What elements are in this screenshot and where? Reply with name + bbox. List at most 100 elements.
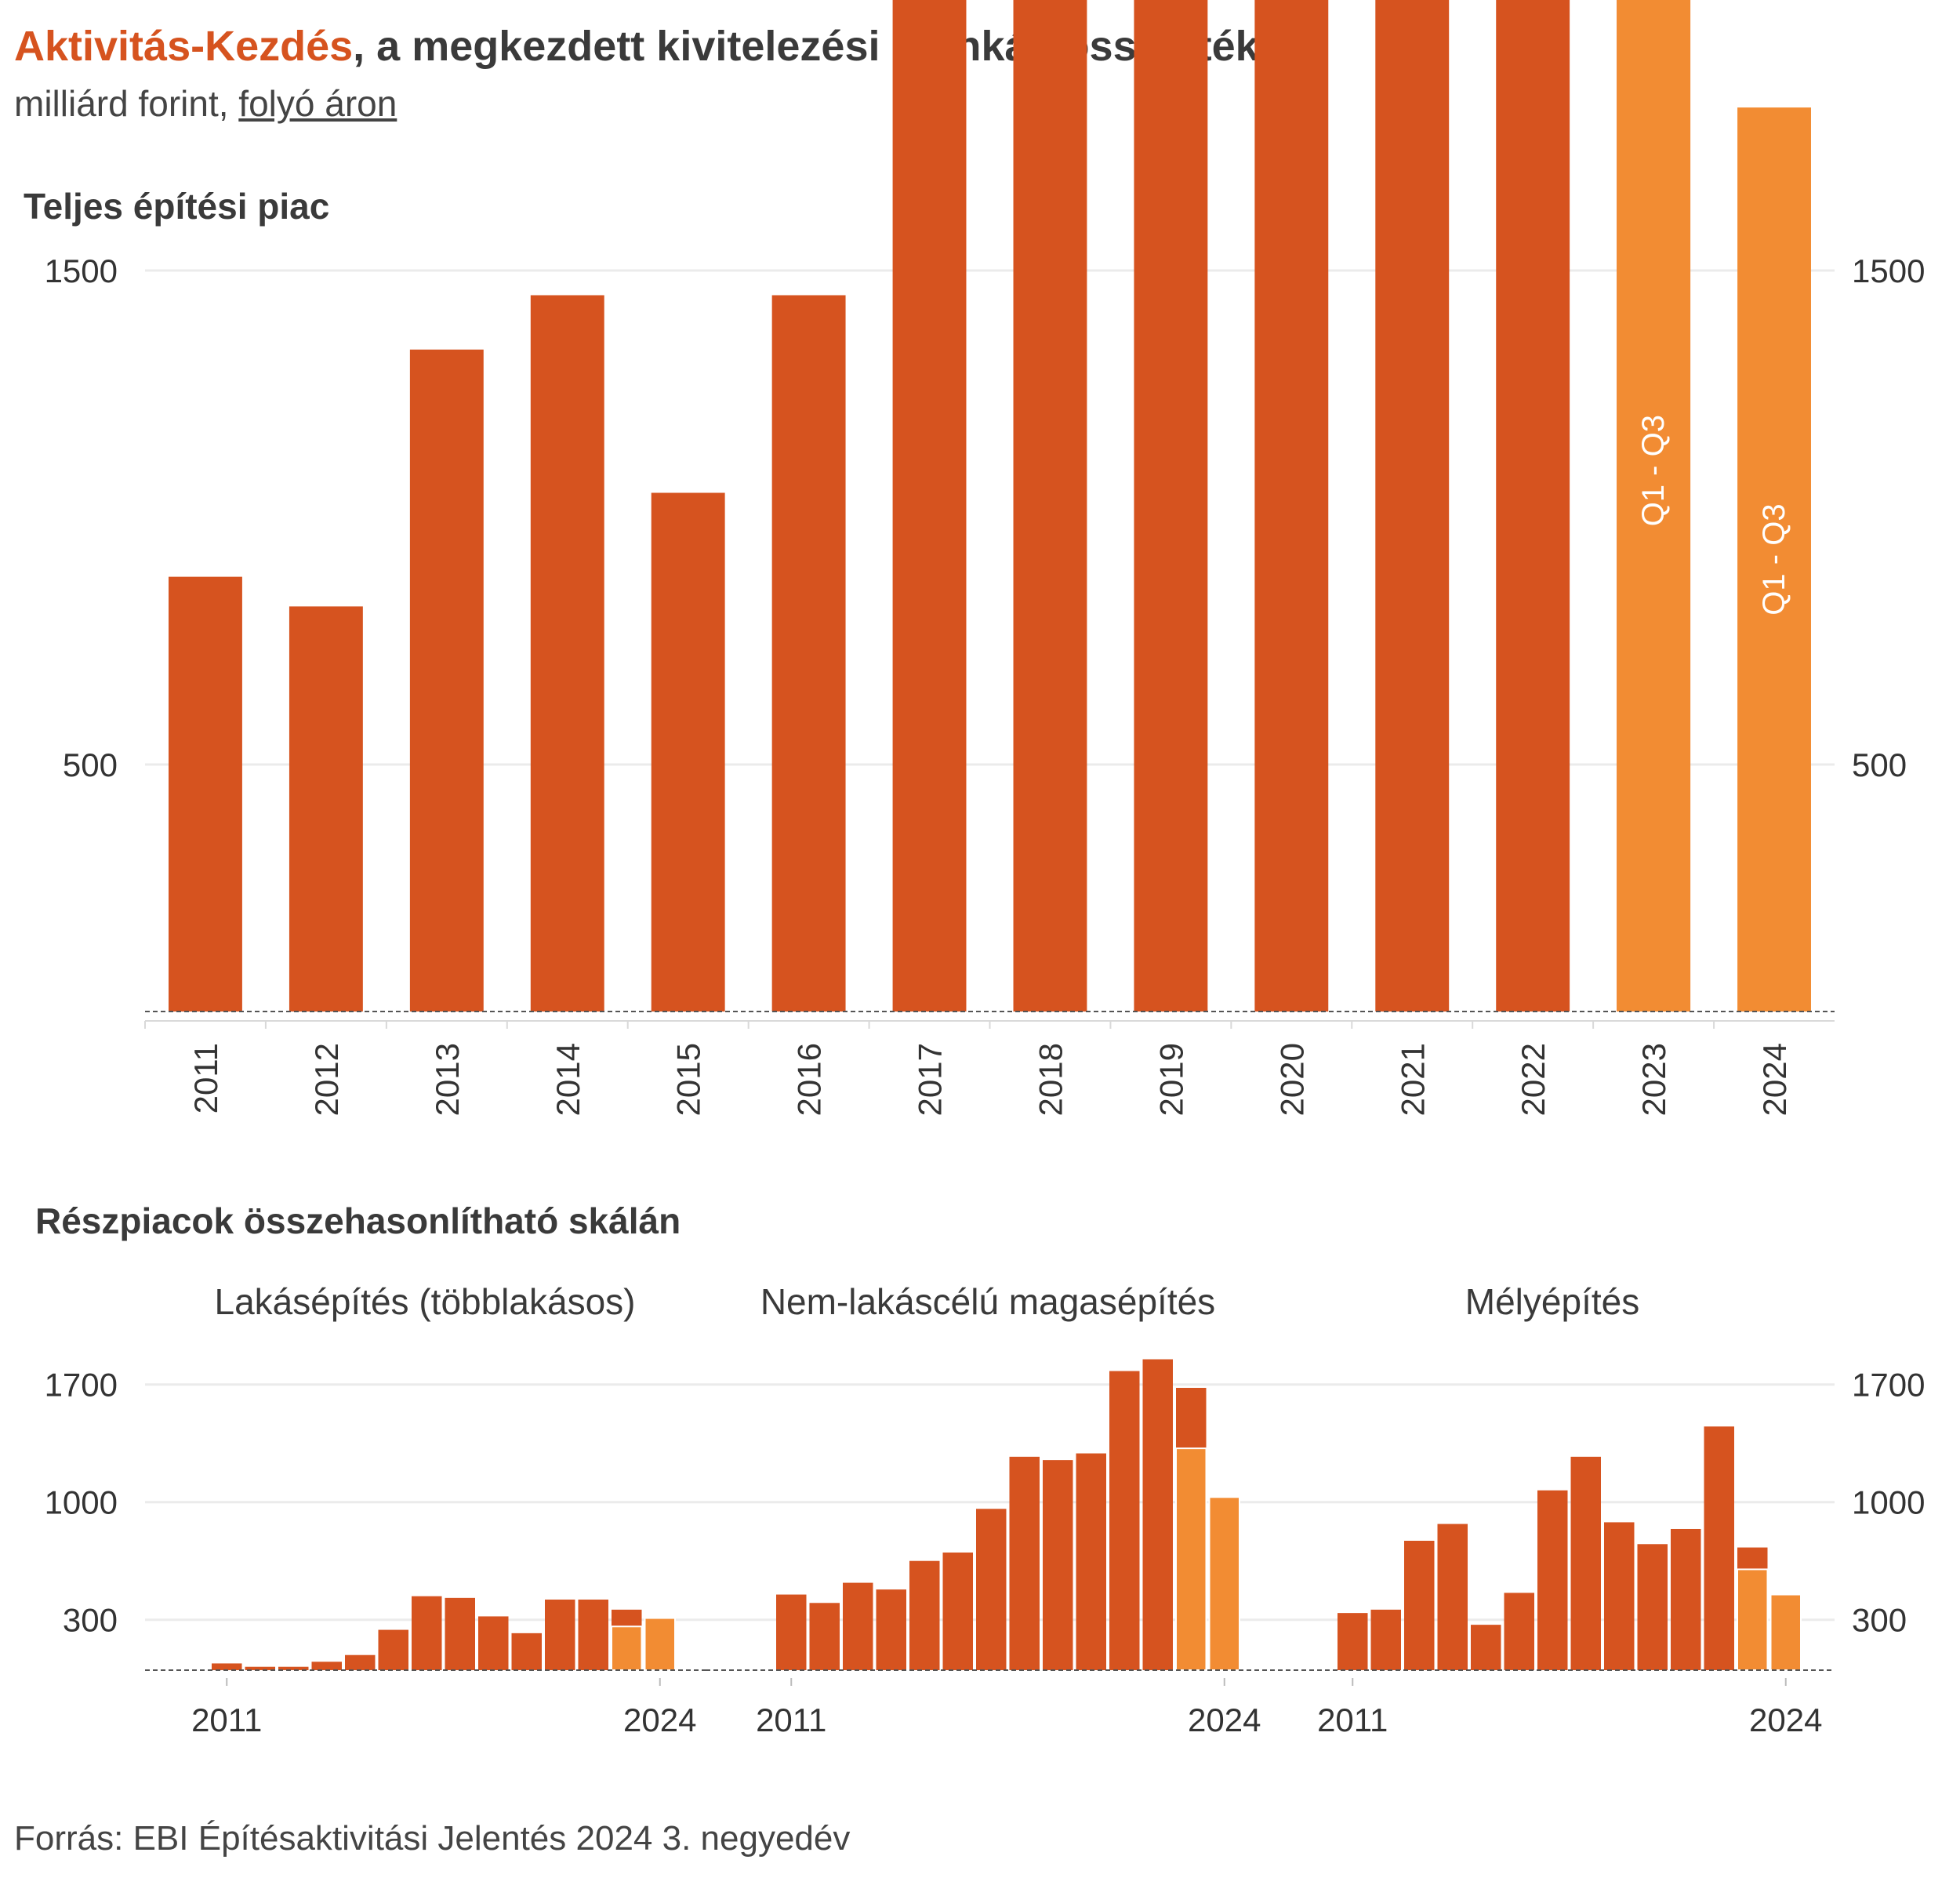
y-tick-left-500: 500 xyxy=(63,746,118,783)
bar-nem-lakascelu-full-2014 xyxy=(876,1589,906,1670)
panel-title-lakasepites: Lakásépítés (többlakásos) xyxy=(215,1281,636,1322)
x-tick-label-2011: 2011 xyxy=(187,1043,224,1113)
bar-full-year-2012 xyxy=(289,606,363,1012)
bar-nem-lakascelu-q1-q3-2024 xyxy=(1208,1496,1240,1671)
bar-melyepites-full-2016 xyxy=(1504,1593,1534,1670)
bar-full-year-2016 xyxy=(771,295,846,1012)
bar-full-year-2019 xyxy=(1134,0,1208,1012)
chart-title-highlight: Aktivitás-Kezdés xyxy=(14,23,354,70)
bar-full-year-2017 xyxy=(892,0,967,1012)
x-tick-label-2015: 2015 xyxy=(670,1043,707,1116)
x-tick-label-2017: 2017 xyxy=(912,1043,949,1116)
bar-melyepites-full-2014 xyxy=(1437,1524,1468,1670)
x-tick-label-melyepites-2011: 2011 xyxy=(1317,1702,1388,1738)
bar-nem-lakascelu-full-2011 xyxy=(776,1594,807,1670)
y-tick-right-500: 500 xyxy=(1852,746,1907,783)
bar-full-year-2014 xyxy=(530,295,604,1012)
section-title-submarkets: Részpiacok összehasonlítható skálán xyxy=(35,1200,681,1241)
x-tick-label-2024: 2024 xyxy=(1756,1043,1793,1116)
bar-nem-lakascelu-full-2021 xyxy=(1109,1371,1140,1670)
bar-nem-lakascelu-q1-q3-2023 xyxy=(1175,1447,1207,1672)
bar-melyepites-full-2018 xyxy=(1570,1456,1601,1670)
y-tick-bottom-right-300: 300 xyxy=(1852,1602,1907,1639)
bar-melyepites-full-2021 xyxy=(1671,1528,1701,1670)
bar-q1-q3-2024 xyxy=(1737,107,1811,1012)
bar-lakasepites-full-2020 xyxy=(511,1633,542,1670)
source-note: Forrás: EBI Építésaktivitási Jelentés 20… xyxy=(14,1819,851,1858)
y-tick-bottom-left-300: 300 xyxy=(63,1602,118,1639)
bar-nem-lakascelu-full-2015 xyxy=(909,1560,940,1670)
bar-melyepites-full-2011 xyxy=(1338,1613,1368,1670)
x-tick-label-2012: 2012 xyxy=(308,1043,345,1116)
bar-lakasepites-full-2017 xyxy=(412,1596,442,1670)
bar-full-year-2018 xyxy=(1013,0,1087,1012)
bar-full-year-2020 xyxy=(1254,0,1329,1012)
bar-melyepites-full-2013 xyxy=(1404,1540,1435,1670)
bar-nem-lakascelu-full-2013 xyxy=(843,1582,873,1670)
bar-lakasepites-full-2018 xyxy=(445,1597,475,1670)
bar-melyepites-full-2017 xyxy=(1537,1490,1568,1670)
x-tick-label-2014: 2014 xyxy=(550,1043,586,1116)
y-tick-bottom-right-1700: 1700 xyxy=(1852,1367,1925,1404)
bar-q1-q3-2023 xyxy=(1617,0,1691,1012)
bar-melyepites-full-2019 xyxy=(1604,1522,1635,1670)
bar-nem-lakascelu-full-2017 xyxy=(976,1509,1007,1670)
bar-lakasepites-q1-q3-2024 xyxy=(644,1617,676,1671)
x-tick-label-2020: 2020 xyxy=(1273,1043,1310,1116)
bar-melyepites-q1-q3-2024 xyxy=(1769,1593,1802,1671)
bar-full-year-2021 xyxy=(1375,0,1450,1012)
bar-full-year-2013 xyxy=(409,349,484,1012)
bar-lakasepites-full-2012 xyxy=(245,1666,275,1670)
bar-melyepites-full-2022 xyxy=(1704,1426,1734,1670)
bar-full-year-2015 xyxy=(651,492,725,1012)
bar-nem-lakascelu-full-2012 xyxy=(809,1603,840,1670)
bar-nem-lakascelu-full-2019 xyxy=(1043,1460,1073,1670)
y-tick-right-1500: 1500 xyxy=(1852,252,1925,289)
x-tick-label-2019: 2019 xyxy=(1152,1043,1189,1116)
x-tick-label-2018: 2018 xyxy=(1032,1043,1069,1116)
x-tick-label-2022: 2022 xyxy=(1515,1043,1552,1116)
section-title-total-market: Teljes építési piac xyxy=(24,186,330,227)
x-tick-label-nem-lakascelu-2011: 2011 xyxy=(756,1702,826,1738)
y-tick-bottom-left-1700: 1700 xyxy=(45,1367,118,1404)
bar-melyepites-q1-q3-2023 xyxy=(1737,1568,1769,1672)
bar-nem-lakascelu-full-2018 xyxy=(1009,1456,1040,1670)
chart-title: Aktivitás-Kezdés, a megkezdett kivitelez… xyxy=(14,22,1283,71)
bar-lakasepites-full-2015 xyxy=(345,1654,376,1670)
x-tick-label-2021: 2021 xyxy=(1394,1043,1431,1116)
bar-melyepites-full-2015 xyxy=(1471,1625,1501,1670)
chart-title-rest: , a megkezdett kivitelezési munkák összé… xyxy=(353,23,1283,70)
x-tick-label-lakasepites-2024: 2024 xyxy=(623,1702,696,1738)
chart-subtitle: milliárd forint, folyó áron xyxy=(14,82,397,125)
bar-lakasepites-full-2014 xyxy=(311,1662,342,1670)
panel-title-nem-lakascelu: Nem-lakáscélú magasépítés xyxy=(760,1281,1215,1322)
x-tick-label-2023: 2023 xyxy=(1635,1043,1672,1116)
bar-lakasepites-full-2016 xyxy=(378,1629,408,1670)
x-tick-label-melyepites-2024: 2024 xyxy=(1749,1702,1822,1738)
y-tick-bottom-right-1000: 1000 xyxy=(1852,1484,1925,1521)
bar-nem-lakascelu-full-2020 xyxy=(1076,1453,1106,1670)
bar-nem-lakascelu-full-2016 xyxy=(942,1552,973,1670)
bar-melyepites-full-2012 xyxy=(1370,1609,1401,1670)
subtitle-price-link[interactable]: folyó áron xyxy=(238,83,397,124)
bar-label-q1-q3-2023: Q1 - Q3 xyxy=(1636,415,1671,526)
bar-lakasepites-full-2013 xyxy=(278,1666,309,1670)
y-tick-left-1500: 1500 xyxy=(45,252,118,289)
bar-lakasepites-full-2021 xyxy=(545,1599,575,1670)
bar-full-year-2011 xyxy=(169,576,242,1012)
bar-full-year-2022 xyxy=(1496,0,1570,1012)
y-tick-bottom-left-1000: 1000 xyxy=(45,1484,118,1521)
x-tick-label-lakasepites-2011: 2011 xyxy=(191,1702,262,1738)
x-tick-label-2013: 2013 xyxy=(429,1043,466,1116)
bar-melyepites-full-2020 xyxy=(1637,1544,1668,1670)
bar-nem-lakascelu-full-2022 xyxy=(1142,1359,1173,1670)
subtitle-unit: milliárd forint, xyxy=(14,83,239,124)
bar-lakasepites-q1-q3-2023 xyxy=(611,1625,643,1671)
panel-title-melyepites: Mélyépítés xyxy=(1465,1281,1639,1322)
bar-lakasepites-full-2011 xyxy=(212,1663,242,1670)
bar-label-q1-q3-2024: Q1 - Q3 xyxy=(1757,503,1791,615)
bar-lakasepites-full-2019 xyxy=(478,1616,509,1670)
x-tick-label-nem-lakascelu-2024: 2024 xyxy=(1188,1702,1261,1738)
x-tick-label-2016: 2016 xyxy=(791,1043,828,1116)
